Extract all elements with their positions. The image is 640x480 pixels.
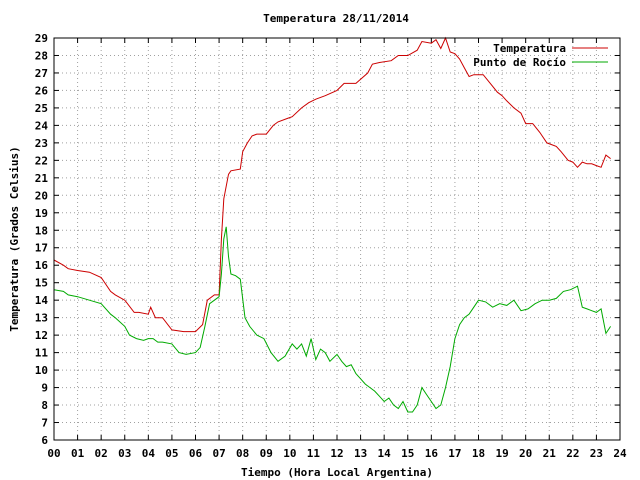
y-tick-label: 21: [35, 172, 49, 185]
y-tick-label: 12: [35, 329, 48, 342]
y-axis-label: Temperatura (Grados Celsius): [8, 146, 21, 331]
series-line-punto-de-rocio: [53, 226, 612, 413]
x-tick-label: 13: [354, 447, 367, 460]
y-tick-label: 28: [35, 49, 48, 62]
y-tick-label: 16: [35, 259, 49, 272]
y-tick-label: 26: [35, 84, 49, 97]
x-tick-label: 02: [95, 447, 108, 460]
y-tick-label: 7: [41, 417, 48, 430]
x-axis-label: Tiempo (Hora Local Argentina): [241, 466, 433, 479]
y-tick-label: 9: [41, 382, 48, 395]
y-tick-label: 10: [35, 364, 48, 377]
x-tick-label: 20: [519, 447, 532, 460]
x-tick-label: 04: [142, 447, 156, 460]
y-tick-label: 13: [35, 312, 48, 325]
chart-title: Temperatura 28/11/2014: [263, 12, 409, 25]
x-tick-label: 17: [448, 447, 461, 460]
y-tick-label: 17: [35, 242, 48, 255]
x-tick-label: 12: [330, 447, 343, 460]
x-tick-label: 22: [566, 447, 579, 460]
x-tick-label: 11: [307, 447, 321, 460]
x-tick-label: 18: [472, 447, 485, 460]
y-tick-label: 23: [35, 137, 48, 150]
series-line-temperatura: [53, 36, 611, 333]
y-tick-label: 14: [35, 294, 49, 307]
x-tick-label: 06: [189, 447, 203, 460]
x-tick-label: 07: [212, 447, 225, 460]
legend-label: Punto de Rocío: [473, 56, 566, 69]
x-tick-label: 00: [47, 447, 60, 460]
y-tick-label: 11: [35, 347, 49, 360]
x-tick-label: 21: [543, 447, 557, 460]
y-tick-label: 24: [35, 119, 49, 132]
x-axis-ticks: 00 01 02 03 04 05 06 07 08 09 10 11 12 13 14 15 16 17 18 19…: [47, 38, 627, 460]
y-tick-label: 6: [41, 434, 48, 447]
y-tick-label: 20: [35, 189, 48, 202]
x-tick-label: 14: [378, 447, 392, 460]
x-tick-label: 10: [283, 447, 296, 460]
x-tick-label: 19: [495, 447, 508, 460]
plot-frame: [53, 37, 621, 441]
series-group: [53, 36, 612, 413]
x-tick-label: 09: [260, 447, 273, 460]
y-tick-label: 15: [35, 277, 48, 290]
grid: [54, 38, 620, 440]
x-tick-label: 05: [165, 447, 178, 460]
legend-label: Temperatura: [493, 42, 566, 55]
x-tick-label: 24: [613, 447, 627, 460]
x-tick-label: 16: [425, 447, 439, 460]
y-tick-label: 29: [35, 32, 48, 45]
x-tick-label: 08: [236, 447, 249, 460]
x-tick-label: 01: [71, 447, 85, 460]
y-tick-label: 19: [35, 207, 48, 220]
y-tick-label: 27: [35, 67, 48, 80]
y-tick-label: 18: [35, 224, 48, 237]
y-tick-label: 25: [35, 102, 48, 115]
x-tick-label: 15: [401, 447, 414, 460]
x-tick-label: 03: [118, 447, 131, 460]
y-tick-label: 22: [35, 154, 48, 167]
x-tick-label: 23: [590, 447, 603, 460]
y-tick-label: 8: [41, 399, 48, 412]
